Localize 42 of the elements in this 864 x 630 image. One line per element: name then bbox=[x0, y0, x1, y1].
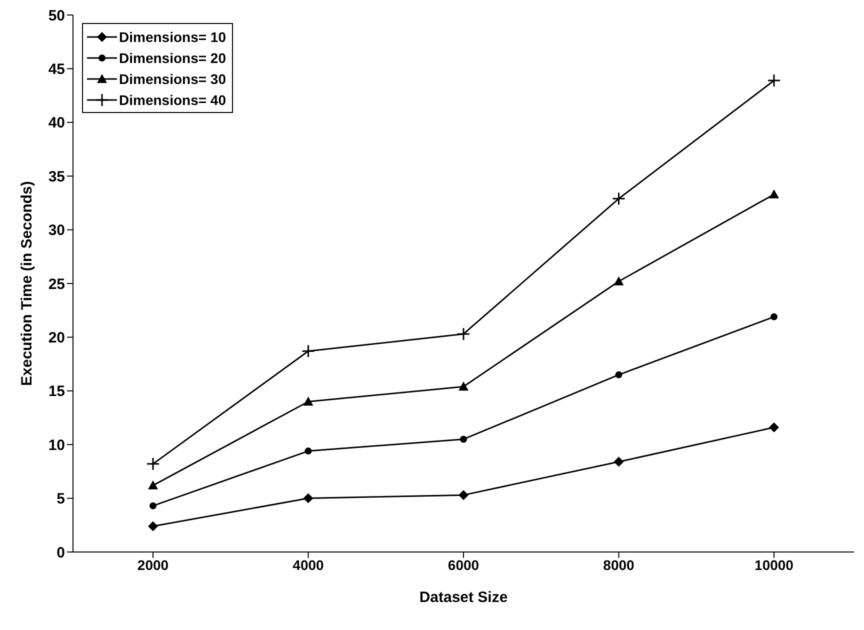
y-tick-label: 5 bbox=[56, 490, 65, 508]
point bbox=[614, 456, 624, 467]
y-tick-label: 50 bbox=[48, 7, 65, 24]
x-tick-label: 8000 bbox=[603, 556, 635, 573]
point bbox=[458, 490, 468, 500]
point bbox=[146, 457, 160, 471]
y-tick-label: 30 bbox=[48, 222, 65, 240]
point bbox=[770, 313, 778, 320]
point bbox=[150, 502, 156, 510]
point bbox=[304, 448, 312, 455]
y-axis-title: Execution Time (in Seconds) bbox=[18, 181, 36, 386]
point bbox=[460, 436, 467, 443]
y-tick-label: 20 bbox=[48, 330, 65, 347]
legend-label: Dimensions= 10 bbox=[119, 28, 226, 44]
point bbox=[458, 382, 468, 391]
point bbox=[769, 189, 779, 198]
point bbox=[614, 276, 624, 286]
x-tick-label: 10000 bbox=[754, 556, 794, 573]
point bbox=[769, 422, 779, 432]
point bbox=[148, 521, 158, 532]
x-axis-title: Dataset Size bbox=[419, 589, 508, 606]
y-tick-label: 25 bbox=[48, 276, 65, 293]
point bbox=[615, 371, 622, 378]
y-tick-label: 0 bbox=[56, 544, 65, 562]
point bbox=[767, 74, 781, 88]
point bbox=[612, 192, 626, 206]
legend-label: Dimensions= 40 bbox=[119, 92, 226, 108]
y-tick-label: 15 bbox=[48, 383, 65, 400]
y-tick-label: 35 bbox=[48, 168, 65, 186]
y-tick-label: 45 bbox=[48, 61, 65, 78]
legend-label: Dimensions= 20 bbox=[119, 50, 226, 66]
point bbox=[456, 327, 470, 341]
point bbox=[303, 396, 314, 406]
y-tick-label: 10 bbox=[48, 436, 65, 454]
point bbox=[303, 493, 314, 504]
point bbox=[148, 480, 158, 490]
legend-label: Dimensions= 30 bbox=[119, 70, 226, 86]
point bbox=[302, 344, 315, 358]
x-tick-label: 6000 bbox=[448, 556, 480, 573]
x-tick-label: 2000 bbox=[137, 556, 169, 573]
y-tick-label: 40 bbox=[48, 114, 65, 132]
x-tick-label: 4000 bbox=[292, 556, 324, 573]
